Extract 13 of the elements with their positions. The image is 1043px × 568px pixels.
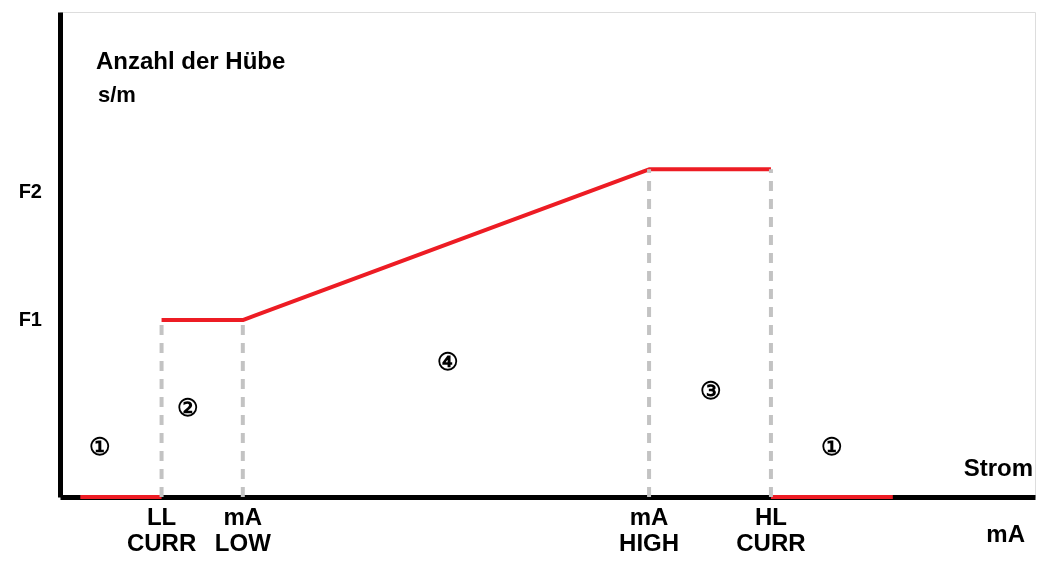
- annotation: ①: [821, 432, 844, 460]
- x-tick-label: LL CURR: [126, 502, 197, 556]
- annotation: ③: [700, 377, 723, 405]
- annotation: ①: [88, 432, 111, 460]
- x-tick-label: HL CURR: [736, 502, 806, 556]
- x-tick-label: mA HIGH: [619, 502, 680, 556]
- text: F1: [18, 308, 42, 331]
- annotation: ④: [437, 347, 460, 375]
- x-tick-label: mA LOW: [214, 502, 272, 556]
- text: F2: [18, 180, 42, 203]
- annotation: ②: [176, 393, 199, 421]
- y-axis-title: Anzahl der Hübe s/m: [96, 47, 286, 107]
- text: Strom mA: [963, 454, 1033, 547]
